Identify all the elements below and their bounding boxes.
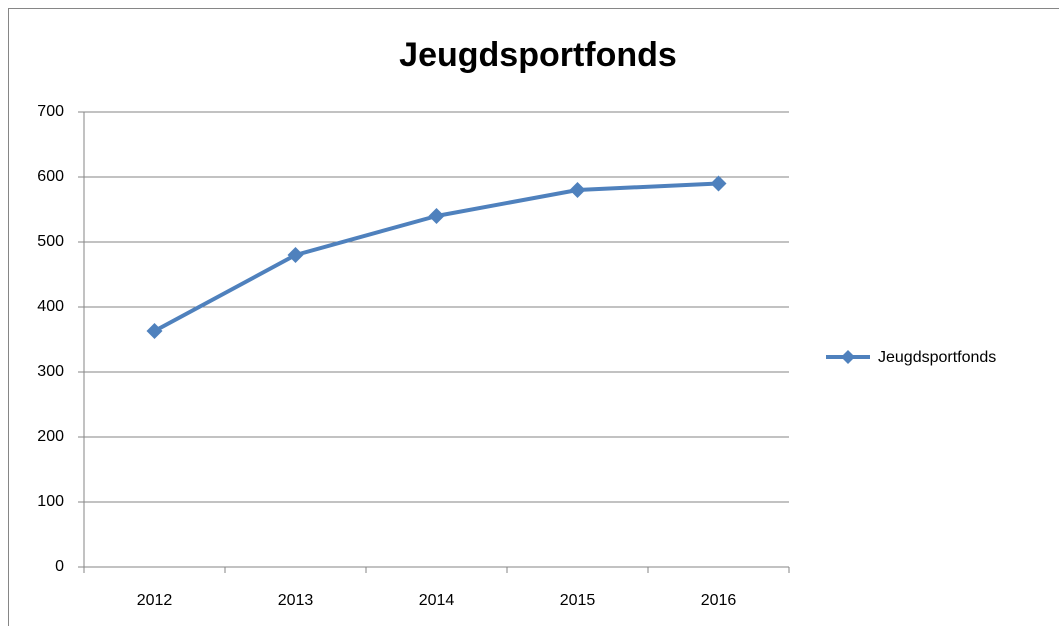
y-tick-label: 0: [55, 558, 64, 575]
point-marker: [146, 323, 163, 340]
legend-marker: [841, 350, 855, 364]
y-tick-label: 600: [37, 168, 64, 185]
x-tick-label: 2015: [560, 592, 596, 609]
x-tick-label: 2013: [278, 592, 314, 609]
y-tick-label: 700: [37, 103, 64, 120]
x-tick-label: 2014: [419, 592, 455, 609]
point-marker: [287, 247, 304, 263]
y-tick-label: 100: [37, 493, 64, 510]
point-marker: [710, 175, 727, 192]
y-tick-label: 200: [37, 428, 64, 445]
y-tick-label: 300: [37, 363, 64, 380]
x-tick-label: 2012: [137, 592, 173, 609]
x-tick-label: 2016: [701, 592, 737, 609]
chart-title: Jeugdsportfonds: [399, 36, 677, 74]
legend-label: Jeugdsportfonds: [878, 349, 996, 366]
chart-border: [8, 8, 1059, 626]
y-tick-label: 500: [37, 233, 64, 250]
point-marker: [428, 208, 445, 224]
point-marker: [569, 182, 586, 198]
y-tick-label: 400: [37, 298, 64, 315]
